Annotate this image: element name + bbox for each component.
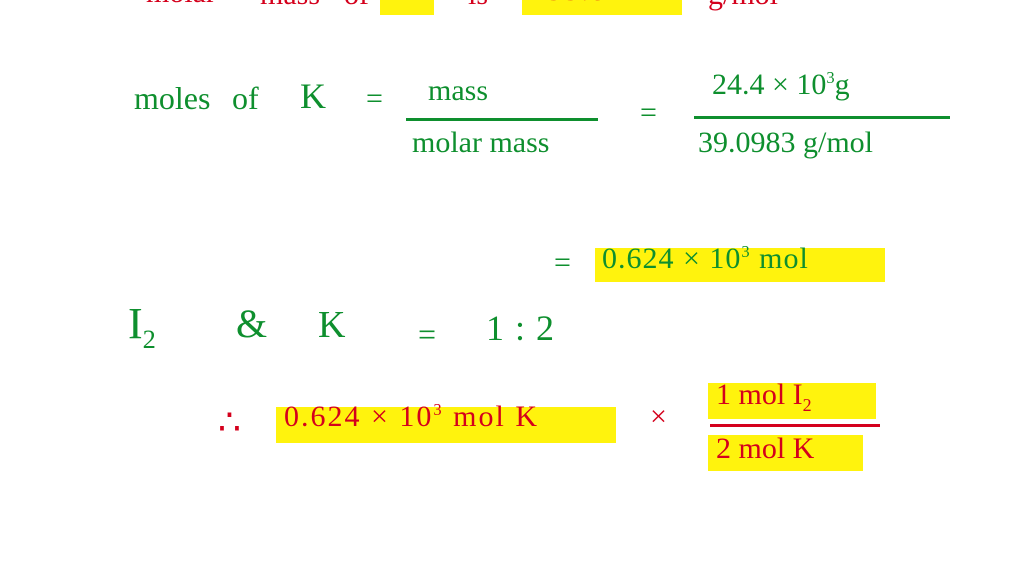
l4-ratio: 1 : 2	[486, 310, 555, 346]
frac-num: 1 mol I2	[716, 380, 812, 414]
l2-K: K	[300, 78, 326, 114]
final-times: ×	[650, 402, 667, 432]
l4-amp: &	[236, 304, 267, 344]
l4-I2: I2	[128, 302, 156, 352]
l2-num: 24.4 × 103g	[712, 70, 850, 100]
l2-den: 39.0983 g/mol	[698, 128, 873, 158]
final-term-num: 0.624 × 10	[284, 400, 433, 433]
l2-mass: mass	[428, 76, 488, 106]
final-term-tail: mol K	[444, 400, 539, 433]
l3-eq: =	[554, 248, 571, 278]
top-mass: mass	[260, 0, 320, 10]
l3-val-unit: mol	[759, 242, 809, 275]
therefore-icon: ∴	[218, 404, 241, 440]
l2-num-unit: g	[835, 68, 850, 101]
top-unit: g/mol	[708, 0, 778, 10]
l2-moles: moles	[134, 82, 210, 114]
l3-val-sup: 3	[741, 242, 750, 261]
l2-frac1-line	[406, 118, 598, 121]
l3-val-num: 0.624 × 10	[602, 242, 741, 275]
frac-den: 2 mol K	[716, 434, 814, 464]
top-of: of	[344, 0, 369, 10]
top-i2: I2	[388, 0, 413, 6]
l4-eq: =	[418, 318, 436, 350]
l4-I2-sub: 2	[143, 324, 156, 354]
frac-num-sub: 2	[803, 395, 812, 415]
l2-eq1: =	[366, 84, 383, 114]
top-molar: molar	[146, 0, 216, 8]
l3-val: 0.624 × 103 mol	[602, 244, 809, 274]
l2-of: of	[232, 82, 259, 114]
l2-frac2-line	[694, 116, 950, 119]
l2-eq2: =	[640, 98, 657, 128]
final-term: 0.624 × 103 mol K	[284, 402, 539, 432]
handwriting-stage: molar mass of I2 is 253.8 g/mol moles of…	[0, 0, 1024, 576]
l4-K: K	[318, 306, 345, 344]
l2-molarmass: molar mass	[412, 128, 549, 158]
top-is: is	[468, 0, 488, 10]
final-term-sup: 3	[433, 400, 443, 419]
l4-I: I	[128, 299, 143, 348]
l2-num-sup: 3	[826, 68, 834, 87]
top-val: 253.8	[530, 0, 608, 6]
frac-line	[710, 424, 880, 427]
l2-num-val: 24.4 × 10	[712, 68, 826, 101]
frac-num-a: 1 mol I	[716, 378, 803, 411]
